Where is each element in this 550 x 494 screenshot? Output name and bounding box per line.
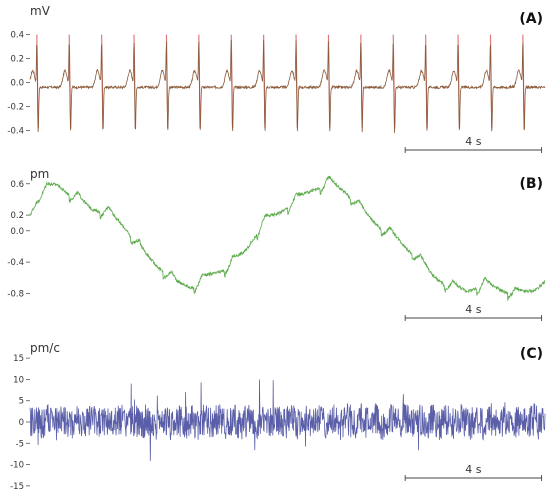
y-tick-label: 0.6 bbox=[10, 180, 24, 190]
y-tick-label: 0.0 bbox=[10, 79, 24, 89]
panel-c: pm/c (C) 15 10 5 0 -5 -10 -15 4 s bbox=[10, 341, 546, 492]
signal-line bbox=[29, 175, 546, 302]
y-tick-label: 0 bbox=[19, 418, 24, 428]
y-tick-label: 0.2 bbox=[10, 211, 24, 221]
y-tick-label: -0.4 bbox=[7, 126, 24, 136]
y-tick-label: -15 bbox=[10, 482, 24, 492]
unit-label: mV bbox=[30, 4, 51, 18]
y-tick-label: 0.2 bbox=[10, 55, 24, 65]
y-tick-label: 5 bbox=[19, 397, 24, 407]
signal-line bbox=[29, 39, 546, 133]
scale-bar-label: 4 s bbox=[465, 463, 481, 476]
y-tick-label: 15 bbox=[13, 354, 24, 364]
scale-bar-label: 4 s bbox=[465, 303, 481, 316]
panel-label: (B) bbox=[520, 176, 543, 192]
y-tick-label: -5 bbox=[16, 439, 24, 449]
scale-bar-label: 4 s bbox=[465, 135, 481, 148]
y-tick-label: -0.4 bbox=[7, 258, 24, 268]
y-tick-label: 0.4 bbox=[10, 31, 24, 41]
unit-label: pm/c bbox=[30, 341, 60, 355]
panel-label: (C) bbox=[520, 346, 543, 362]
y-tick-label: 0.0 bbox=[10, 227, 24, 237]
panel-label: (A) bbox=[519, 11, 543, 27]
unit-label: pm bbox=[30, 167, 49, 181]
signal-line bbox=[29, 379, 546, 461]
y-tick-label: 10 bbox=[13, 375, 24, 385]
y-tick-label: -0.8 bbox=[7, 289, 24, 299]
panel-b: pm (B) 0.6 0.2 0.0 -0.4 -0.8 4 s bbox=[7, 167, 546, 321]
y-tick-label: -0.2 bbox=[7, 102, 24, 112]
y-tick-label: -10 bbox=[10, 461, 24, 471]
panel-a: mV (A) 0.4 0.2 0.0 -0.2 -0.4 4 s bbox=[7, 4, 546, 153]
